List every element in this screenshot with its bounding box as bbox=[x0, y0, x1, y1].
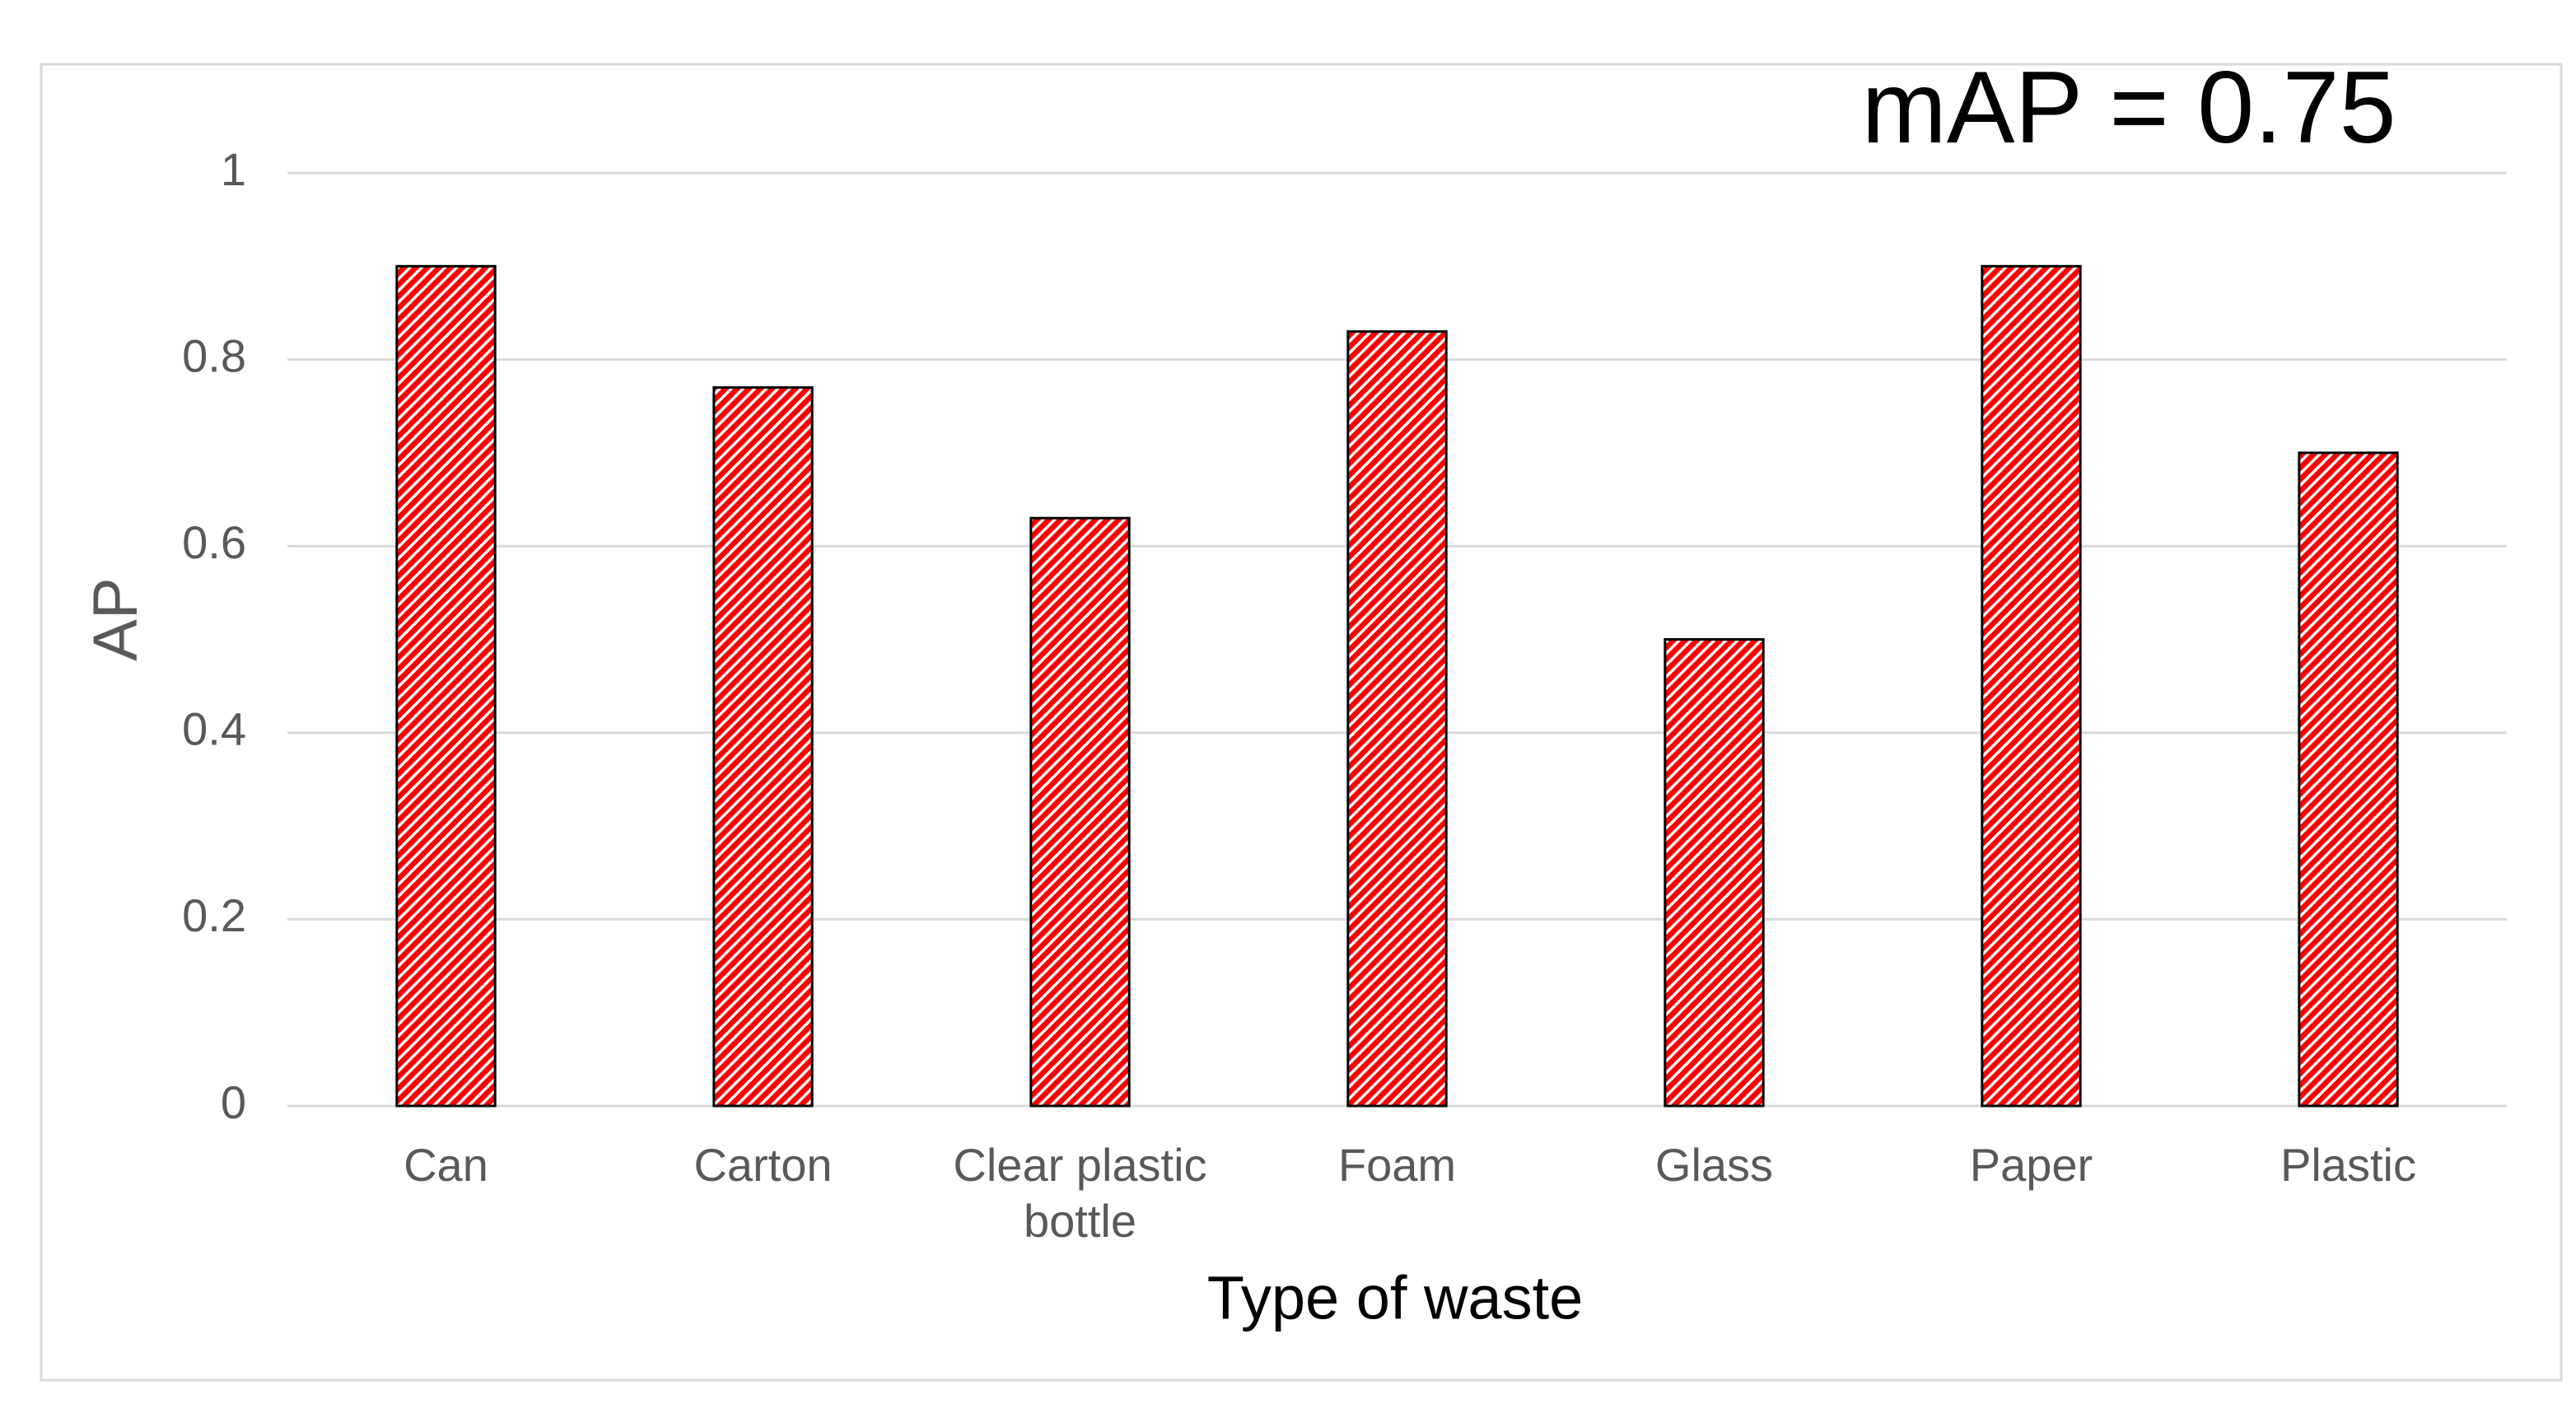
y-tick-label: 0.4 bbox=[182, 703, 246, 755]
bar bbox=[1664, 638, 1765, 1108]
x-tick-label: Can bbox=[404, 1139, 488, 1191]
y-tick-label: 0.2 bbox=[182, 889, 246, 941]
bar bbox=[1346, 330, 1448, 1108]
y-tick-label: 0.8 bbox=[182, 329, 246, 381]
x-tick-label: Foam bbox=[1337, 1139, 1457, 1191]
x-axis-label: Type of waste bbox=[1207, 1264, 1584, 1332]
x-tick-label: Carton bbox=[693, 1139, 833, 1191]
x-tick-label: Plastic bbox=[2280, 1139, 2416, 1191]
y-tick-label: 0.6 bbox=[182, 516, 246, 568]
bar bbox=[1981, 264, 2082, 1108]
y-tick-label: 0 bbox=[221, 1076, 246, 1128]
y-axis-label: AP bbox=[81, 577, 151, 660]
annotation: mAP = 0.75 bbox=[1861, 51, 2396, 165]
y-tick-label: 1 bbox=[221, 143, 246, 195]
bar bbox=[712, 386, 814, 1108]
x-tick-label: Glass bbox=[1654, 1139, 1774, 1191]
bar bbox=[2298, 451, 2399, 1108]
bar bbox=[395, 264, 497, 1108]
bar bbox=[1029, 516, 1131, 1108]
x-tick-label: Clear plastic bottle bbox=[953, 1139, 1207, 1247]
x-tick-label: Paper bbox=[1969, 1139, 2093, 1191]
